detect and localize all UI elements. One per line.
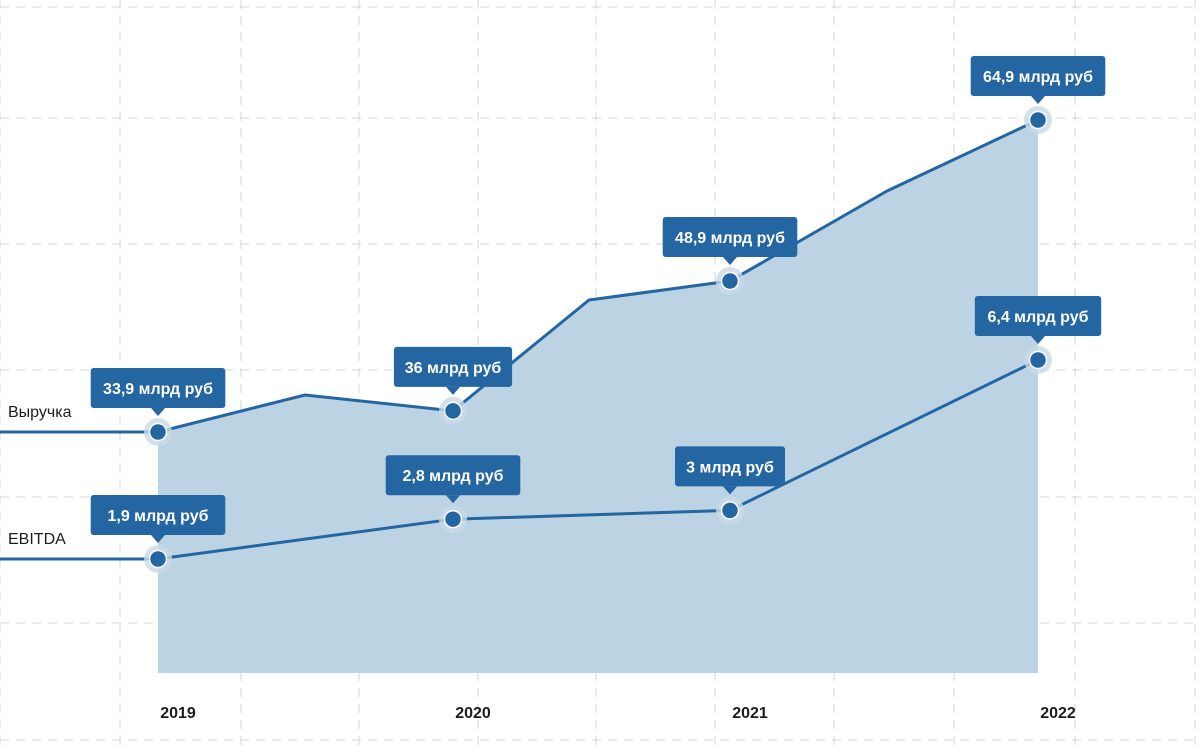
ebitda-line: [157, 358, 1039, 561]
ebitda-callout-2020-pointer: [446, 495, 460, 504]
revenue-callout-2020: 36 млрд руб: [393, 346, 513, 395]
revenue-callout-2022-box: [970, 56, 1106, 96]
series-label-revenue: Выручка: [8, 404, 72, 421]
ebitda-callout-2022: 6,4 млрд руб: [974, 296, 1102, 344]
ebitda-callout-2020-box: [385, 455, 521, 496]
revenue-point-2019: [148, 422, 168, 442]
ebitda-callout-2020-text: 2,8 млрд руб: [402, 468, 503, 485]
ebitda-callout-2020: 2,8 млрд руб: [385, 455, 521, 504]
ebitda-callout-2019-text: 1,9 млрд руб: [107, 508, 208, 525]
ebitda-point-2019: [148, 549, 168, 569]
ebitda-point-2022: [1028, 350, 1048, 370]
revenue-point-2022: [1028, 110, 1048, 130]
ebitda-callout-2021-box: [675, 446, 785, 487]
ebitda-callout-2019-pointer: [151, 535, 165, 543]
revenue-callout-2019-text: 33,9 млрд руб: [103, 381, 213, 398]
ebitda-point-2021: [720, 501, 740, 520]
ebitda-callout-2019: 1,9 млрд руб: [90, 495, 226, 543]
ebitda-callout-2022-box: [974, 296, 1102, 336]
x-tick-2021: 2021: [732, 705, 768, 722]
revenue-callout-2022-pointer: [1031, 96, 1045, 104]
ebitda-callout-2021-text: 3 млрд руб: [686, 459, 774, 476]
revenue-line: [157, 118, 1039, 434]
revenue-point-2021: [720, 271, 740, 291]
revenue-callout-2021-box: [662, 217, 798, 258]
series-label-ebitda: EBITDA: [8, 531, 66, 548]
ebitda-callout-2021: 3 млрд руб: [675, 446, 785, 495]
revenue-callout-2021-text: 48,9 млрд руб: [675, 230, 785, 247]
ebitda-callout-2022-text: 6,4 млрд руб: [987, 309, 1088, 326]
revenue-callout-2021-pointer: [723, 257, 737, 266]
x-tick-2020: 2020: [455, 705, 491, 722]
revenue-callout-2021: 48,9 млрд руб: [662, 217, 798, 266]
ebitda-callout-2019-box: [90, 495, 226, 535]
revenue-area: [158, 120, 1038, 673]
revenue-callout-2020-box: [393, 346, 513, 387]
callouts: 33,9 млрд руб 36 млрд руб 48,9 млрд руб 64,…: [90, 56, 1106, 543]
revenue-callout-2019: 33,9 млрд руб: [90, 368, 226, 416]
ebitda-callout-2021-pointer: [723, 486, 737, 495]
x-tick-2019: 2019: [160, 705, 196, 722]
markers: [144, 106, 1052, 573]
revenue-point-2020: [443, 401, 463, 421]
ebitda-point-2020: [443, 509, 463, 529]
revenue-callout-2020-text: 36 млрд руб: [405, 360, 502, 377]
revenue-callout-2020-pointer: [446, 386, 460, 395]
revenue-callout-2019-box: [90, 368, 226, 408]
revenue-callout-2022-text: 64,9 млрд руб: [983, 69, 1093, 86]
x-axis-ticks: 2019 2020 2021 2022: [160, 705, 1076, 722]
revenue-callout-2019-pointer: [151, 408, 165, 416]
ebitda-callout-2022-pointer: [1031, 336, 1045, 344]
x-tick-2022: 2022: [1040, 705, 1076, 722]
revenue-callout-2022: 64,9 млрд руб: [970, 56, 1106, 104]
